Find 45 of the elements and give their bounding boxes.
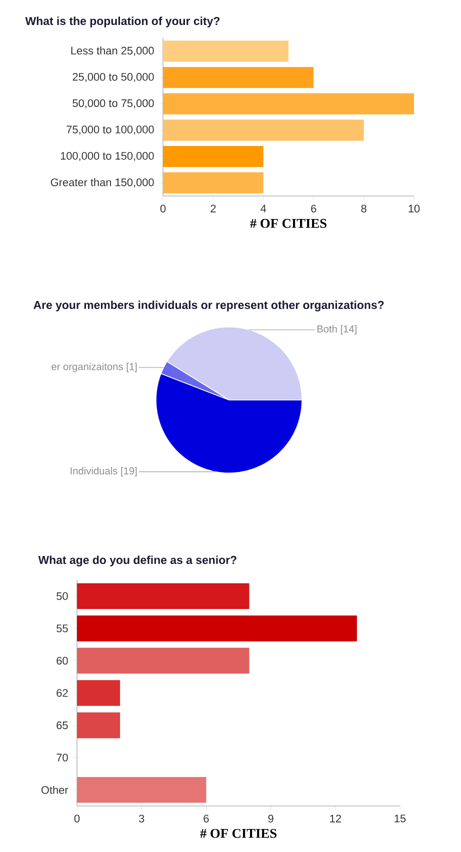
x-tick-label: 2 <box>210 204 216 212</box>
y-tick-label: 60 <box>56 656 68 665</box>
x-tick-label: 12 <box>330 814 341 822</box>
y-tick-label: Other <box>41 786 68 794</box>
bar <box>77 583 250 610</box>
y-tick-label: 100,000 to 150,000 <box>60 152 154 162</box>
slice-label: er organizaitons [1] <box>52 362 137 372</box>
bar <box>77 680 120 706</box>
x-axis-title: # OF CITIES <box>200 828 276 838</box>
bar <box>77 712 120 738</box>
bar <box>77 648 250 674</box>
y-tick-label: 75,000 to 100,000 <box>66 126 154 135</box>
x-axis-title: # OF CITIES <box>250 218 326 228</box>
x-tick-label: 0 <box>74 814 80 822</box>
x-tick-label: 0 <box>160 204 166 212</box>
y-tick-label: 65 <box>56 721 68 730</box>
x-tick-label: 10 <box>408 204 420 212</box>
bar <box>163 93 414 114</box>
slice-label: Individuals [19] <box>70 467 137 476</box>
x-tick-label: 3 <box>138 814 144 822</box>
slice-label: Both [14] <box>317 325 356 335</box>
chart-title: What age do you define as a senior? <box>38 556 236 566</box>
chart-title: Are your members individuals or represent other organizations? <box>34 300 384 312</box>
y-tick-label: 25,000 to 50,000 <box>72 72 154 82</box>
y-tick-label: 70 <box>56 754 68 762</box>
y-tick-label: Greater than 150,000 <box>50 178 154 188</box>
x-tick-label: 15 <box>394 814 406 822</box>
x-tick-label: 4 <box>260 204 266 212</box>
x-tick-label: 6 <box>204 814 209 822</box>
bar <box>77 616 357 642</box>
bar <box>163 120 364 141</box>
chart-title: What is the population of your city? <box>25 16 220 28</box>
y-tick-label: 50 <box>56 592 68 600</box>
y-tick-label: 50,000 to 75,000 <box>72 99 154 108</box>
x-tick-label: 6 <box>311 204 316 212</box>
y-tick-label: 62 <box>56 689 68 697</box>
bar <box>163 146 264 168</box>
y-tick-label: Less than 25,000 <box>71 46 154 56</box>
x-tick-label: 9 <box>268 814 274 822</box>
bar <box>77 776 206 803</box>
bar <box>163 172 264 194</box>
y-tick-label: 55 <box>56 624 68 632</box>
bar <box>163 40 288 62</box>
bar <box>163 66 314 88</box>
x-tick-label: 8 <box>361 204 366 212</box>
